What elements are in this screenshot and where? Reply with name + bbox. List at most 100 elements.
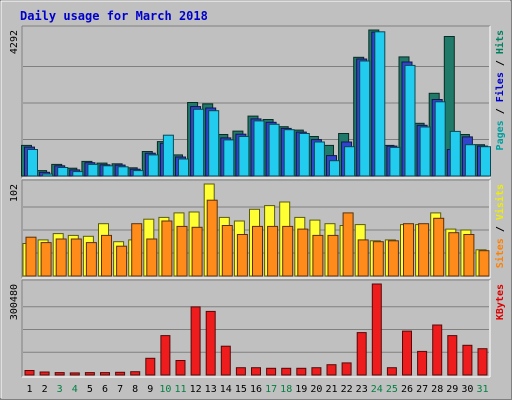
bar-kbytes-day-27 <box>417 350 428 376</box>
bar-pages-day-23 <box>359 60 371 177</box>
bar-kbytes-day-3 <box>54 372 65 376</box>
bar-kbytes-day-25 <box>386 367 397 376</box>
x-tick-label: 3 <box>57 384 63 395</box>
bar-sites-day-8 <box>131 223 143 277</box>
bar-sites-day-12 <box>191 226 203 277</box>
x-tick-label: 15 <box>235 384 247 395</box>
bar-pages-day-9 <box>147 154 159 177</box>
bar-pages-day-22 <box>344 146 356 177</box>
bar-kbytes-day-18 <box>281 367 292 376</box>
bar-pages-day-12 <box>193 108 205 177</box>
bar-pages-day-4 <box>72 171 84 177</box>
x-tick-label: 30 <box>461 384 473 395</box>
x-tick-label: 10 <box>159 384 171 395</box>
bar-kbytes-day-7 <box>115 371 126 376</box>
bar-sites-day-29 <box>448 232 460 277</box>
bar-sites-day-22 <box>342 212 354 277</box>
bar-pages-day-31 <box>480 146 491 177</box>
bar-kbytes-day-2 <box>39 371 50 376</box>
bar-kbytes-day-31 <box>477 348 488 376</box>
bar-kbytes-day-22 <box>341 362 352 376</box>
bar-pages-day-14 <box>223 139 235 177</box>
bar-pages-day-16 <box>253 120 265 177</box>
bar-sites-day-15 <box>236 234 248 277</box>
bar-pages-day-7 <box>117 166 129 177</box>
x-tick-label: 16 <box>250 384 262 395</box>
legend-label-part: Pages <box>495 120 506 150</box>
chart-title: Daily usage for March 2018 <box>20 9 208 23</box>
bar-kbytes-day-10 <box>160 335 171 376</box>
bar-sites-day-6 <box>101 234 112 277</box>
panel-middle-legend-label: Sites / Visits <box>494 184 506 268</box>
bar-sites-day-24 <box>372 241 384 277</box>
panel-middle-max-label: 102 <box>9 184 20 202</box>
bar-sites-day-7 <box>116 245 128 277</box>
bar-pages-day-3 <box>57 167 69 177</box>
bar-sites-day-31 <box>478 250 490 277</box>
bar-pages-day-6 <box>102 165 114 177</box>
panel-middle: 102 Sites / Visits <box>9 179 506 279</box>
x-tick-label: 17 <box>265 384 277 395</box>
x-tick-label: 9 <box>147 384 153 395</box>
bar-kbytes-day-26 <box>402 330 412 376</box>
bar-pages-day-25 <box>389 146 401 177</box>
bar-kbytes-day-19 <box>296 367 307 376</box>
bar-kbytes-day-6 <box>100 372 110 376</box>
bar-pages-day-15 <box>238 136 250 177</box>
bar-kbytes-day-15 <box>235 367 246 376</box>
legend-label-part: / <box>495 54 506 72</box>
bar-sites-day-21 <box>327 234 339 277</box>
panel-top: 4292 Pages / Files / Hits <box>9 25 506 179</box>
bar-kbytes-day-21 <box>326 364 337 376</box>
legend-label-part: / <box>495 220 506 238</box>
bar-pages-day-19 <box>298 133 310 177</box>
bar-pages-day-28 <box>434 101 446 177</box>
x-tick-label: 14 <box>220 384 232 395</box>
bar-kbytes-day-30 <box>462 344 473 376</box>
bar-kbytes-day-9 <box>145 357 156 376</box>
x-tick-label: 7 <box>117 384 123 395</box>
series-kbytes <box>24 283 488 376</box>
x-tick-label: 8 <box>132 384 138 395</box>
bar-sites-day-4 <box>70 238 82 277</box>
legend-label-part: Files <box>494 72 506 102</box>
panel-bottom-legend-label: KBytes <box>495 284 506 320</box>
bar-sites-day-11 <box>176 225 188 277</box>
x-tick-label: 11 <box>174 384 186 395</box>
bar-pages-day-17 <box>268 123 280 177</box>
x-tick-label: 18 <box>280 384 292 395</box>
bar-sites-day-28 <box>433 217 445 277</box>
bar-pages-day-21 <box>329 160 340 177</box>
panel-bottom: 300480 KBytes <box>9 279 506 378</box>
bar-kbytes-day-23 <box>356 332 367 376</box>
bar-pages-day-27 <box>419 126 431 177</box>
x-tick-label: 13 <box>205 384 217 395</box>
x-tick-label: 24 <box>371 384 383 395</box>
bar-pages-day-10 <box>162 134 174 177</box>
bar-sites-day-13 <box>206 199 218 277</box>
bar-sites-day-23 <box>357 239 369 277</box>
bar-sites-day-14 <box>221 225 233 277</box>
bar-kbytes-day-16 <box>251 367 261 376</box>
x-tick-label: 25 <box>386 384 398 395</box>
bar-kbytes-day-28 <box>432 324 443 376</box>
bar-pages-day-2 <box>42 173 54 177</box>
bar-kbytes-day-5 <box>84 372 95 376</box>
bar-sites-day-20 <box>312 234 324 277</box>
bar-pages-day-18 <box>283 129 295 177</box>
x-tick-label: 31 <box>476 384 488 395</box>
bar-sites-day-17 <box>267 225 279 277</box>
bar-sites-day-27 <box>418 223 430 277</box>
x-tick-label: 1 <box>26 384 32 395</box>
bar-kbytes-day-13 <box>205 310 216 376</box>
bar-sites-day-19 <box>297 228 309 277</box>
bar-kbytes-day-4 <box>69 372 80 376</box>
bar-kbytes-day-24 <box>371 283 382 376</box>
series-pages <box>27 31 491 177</box>
bar-pages-day-13 <box>208 110 220 177</box>
x-tick-label: 29 <box>446 384 458 395</box>
bar-kbytes-day-1 <box>24 370 35 376</box>
x-tick-label: 21 <box>325 384 337 395</box>
